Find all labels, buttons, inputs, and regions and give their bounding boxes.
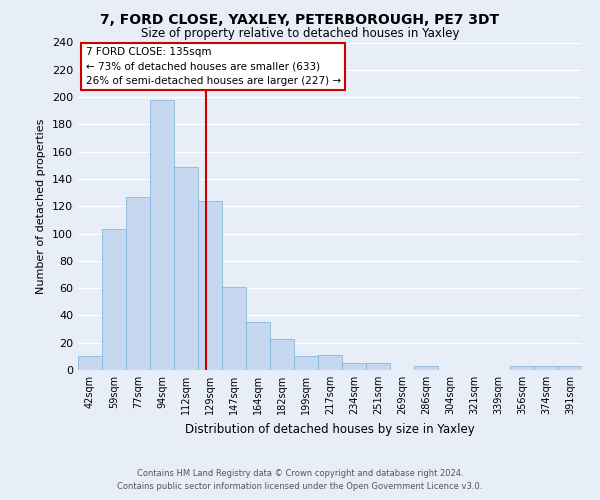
Bar xyxy=(150,100,174,370)
X-axis label: Distribution of detached houses by size in Yaxley: Distribution of detached houses by size … xyxy=(185,422,475,436)
Bar xyxy=(342,363,366,370)
Bar xyxy=(174,166,198,370)
Bar xyxy=(534,366,558,370)
Text: 7, FORD CLOSE, YAXLEY, PETERBOROUGH, PE7 3DT: 7, FORD CLOSE, YAXLEY, PETERBOROUGH, PE7… xyxy=(100,12,500,26)
Bar xyxy=(318,355,342,370)
Bar xyxy=(246,322,270,370)
Bar xyxy=(414,366,438,370)
Bar xyxy=(222,287,246,370)
Text: Contains HM Land Registry data © Crown copyright and database right 2024.
Contai: Contains HM Land Registry data © Crown c… xyxy=(118,470,482,491)
Bar xyxy=(294,356,318,370)
Bar xyxy=(78,356,102,370)
Text: 7 FORD CLOSE: 135sqm
← 73% of detached houses are smaller (633)
26% of semi-deta: 7 FORD CLOSE: 135sqm ← 73% of detached h… xyxy=(86,48,341,86)
Text: Size of property relative to detached houses in Yaxley: Size of property relative to detached ho… xyxy=(141,28,459,40)
Bar xyxy=(510,366,534,370)
Bar xyxy=(126,196,150,370)
Bar xyxy=(558,366,582,370)
Bar xyxy=(198,201,222,370)
Bar xyxy=(366,363,390,370)
Bar xyxy=(270,338,294,370)
Bar xyxy=(102,230,126,370)
Y-axis label: Number of detached properties: Number of detached properties xyxy=(37,118,46,294)
